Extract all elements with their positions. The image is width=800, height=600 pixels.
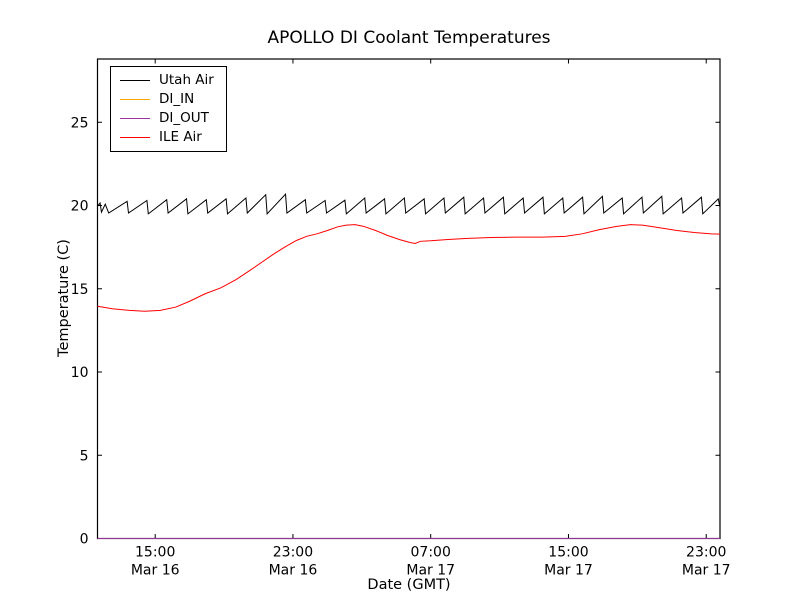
series-line-utah-air	[97, 193, 721, 216]
y-tick-label: 25	[71, 115, 89, 131]
y-tick-label: 15	[71, 282, 89, 298]
legend: Utah Air DI_IN DI_OUT ILE Air	[110, 66, 227, 152]
x-tick-label-time: 23:00	[273, 545, 313, 561]
legend-label: Utah Air	[159, 72, 214, 88]
chart-title: APOLLO DI Coolant Temperatures	[267, 28, 551, 48]
y-tick-label: 10	[71, 365, 89, 381]
x-axis-label: Date (GMT)	[367, 577, 451, 593]
di-in-line-swatch	[120, 99, 150, 100]
di-out-line-swatch	[120, 118, 150, 119]
y-tick-label: 5	[80, 448, 89, 464]
x-tick-label-time: 07:00	[411, 545, 451, 561]
y-tick-label: 20	[71, 199, 89, 215]
x-tick-label-date: Mar 16	[131, 563, 180, 579]
ile-air-line-swatch	[120, 137, 150, 138]
legend-item-ile-air: ILE Air	[120, 129, 214, 146]
x-tick-label-date: Mar 16	[269, 563, 318, 579]
x-tick-label-time: 15:00	[135, 545, 175, 561]
legend-item-di-in: DI_IN	[120, 91, 214, 108]
x-tick-label-time: 15:00	[548, 545, 588, 561]
legend-item-utah-air: Utah Air	[120, 72, 214, 89]
x-tick-label-time: 23:00	[686, 545, 726, 561]
legend-item-di-out: DI_OUT	[120, 110, 214, 127]
series-line-ile-air	[97, 224, 721, 312]
y-tick-label: 0	[80, 532, 89, 548]
x-tick-label-date: Mar 17	[682, 563, 731, 579]
x-tick-label-date: Mar 17	[544, 563, 593, 579]
legend-label: DI_OUT	[159, 110, 209, 126]
x-tick-label-date: Mar 17	[406, 563, 455, 579]
utah-air-line-swatch	[120, 80, 150, 81]
legend-label: DI_IN	[159, 91, 195, 107]
y-axis-label: Temperature (C)	[56, 239, 72, 357]
legend-label: ILE Air	[159, 129, 202, 145]
